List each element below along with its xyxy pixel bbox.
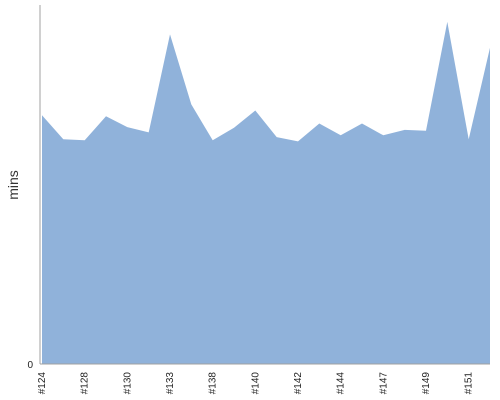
y-axis-label: mins (5, 170, 21, 200)
series-area (42, 21, 490, 365)
x-tick-labels: #124 #128 #130 #133 #138 #140 #142 #144 #147 #149… (37, 372, 475, 395)
x-tick-label: #144 (336, 372, 347, 395)
x-tick-label: #151 (464, 372, 475, 395)
y-tick-labels: 0 (27, 360, 33, 371)
x-tick-label: #124 (37, 372, 48, 395)
x-tick-label: #130 (122, 372, 133, 395)
x-tick-label: #147 (378, 372, 389, 395)
plot-area (42, 21, 490, 365)
x-tick-label: #140 (250, 372, 261, 395)
x-tick-label: #128 (80, 372, 91, 395)
y-tick-label: 0 (27, 360, 33, 371)
x-tick-label: #133 (165, 372, 176, 395)
x-tick-label: #149 (421, 372, 432, 395)
x-tick-label: #142 (293, 372, 304, 395)
x-tick-label: #138 (208, 372, 219, 395)
